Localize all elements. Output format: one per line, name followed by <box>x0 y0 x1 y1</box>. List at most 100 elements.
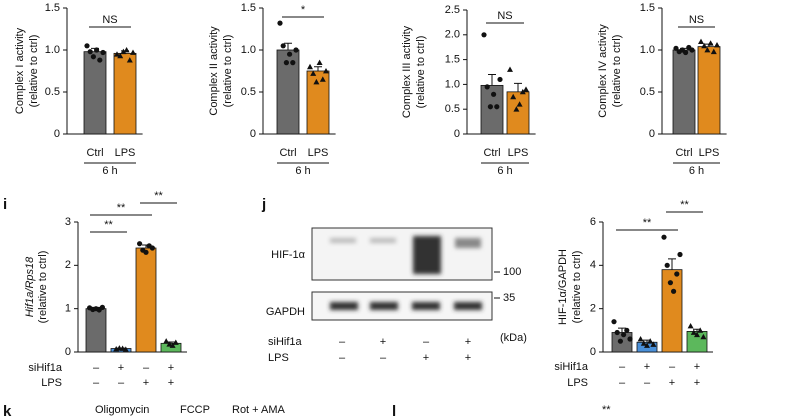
data-point <box>704 47 711 53</box>
data-point <box>689 47 695 53</box>
panel-letter: j <box>261 196 266 213</box>
x-axis-label: 6 h <box>102 165 117 177</box>
error-bar <box>488 73 496 86</box>
condition-value: + <box>168 362 174 374</box>
data-point <box>117 52 124 59</box>
condition-value: – <box>93 377 100 389</box>
data-point <box>126 57 133 63</box>
data-point <box>99 304 105 310</box>
x-axis-label: 6 h <box>295 165 310 177</box>
data-point <box>122 346 129 352</box>
data-point <box>519 88 526 95</box>
significance-label: NS <box>689 14 704 26</box>
condition-value: – <box>380 352 387 364</box>
y-tick-label: 0.5 <box>241 86 256 98</box>
condition-value: – <box>93 362 100 374</box>
chart: 0 2 4 6 HIF-1α/GAPDH (relative to ctrl) ** ** si… <box>554 199 713 389</box>
chart: 0 1 2 3 Hif1a/Rps18 (relative to ctrl) ** ** ** s… <box>24 190 187 389</box>
chart: 0 0.5 1.0 1.5 2.0 2.5 Complex III activity (rel… <box>401 4 536 177</box>
condition-value: + <box>694 361 700 373</box>
y-axis-label: Hif1a/Rps18 <box>24 256 36 317</box>
x-tick-label: Ctrl <box>483 147 500 159</box>
bar <box>672 49 696 135</box>
significance-label: NS <box>497 10 512 22</box>
condition-value: + <box>465 352 471 364</box>
y-tick-label: 2 <box>590 303 596 315</box>
data-point <box>624 327 630 333</box>
y-tick-label: 1.5 <box>445 54 460 66</box>
data-point <box>293 47 299 53</box>
data-point <box>673 45 679 51</box>
data-point <box>650 341 657 347</box>
data-point <box>97 57 103 63</box>
data-point <box>614 329 620 336</box>
data-point <box>277 20 283 26</box>
treatment: Oligomycin <box>95 404 149 416</box>
data-point <box>497 76 503 83</box>
condition-value: – <box>644 377 651 389</box>
data-point <box>94 47 100 53</box>
x-tick-label: Ctrl <box>675 147 692 159</box>
data-point <box>149 245 155 251</box>
condition-value: – <box>118 377 125 389</box>
bar <box>697 46 721 135</box>
condition-value: + <box>694 377 700 389</box>
data-point <box>664 262 670 268</box>
y-tick-label: 2 <box>65 259 71 271</box>
bar <box>135 247 157 353</box>
y-tick-label: 0 <box>54 128 60 140</box>
condition-value: + <box>423 352 429 364</box>
y-tick-label: 6 <box>590 216 596 228</box>
y-tick-label: 1.5 <box>45 2 60 14</box>
significance-label: ** <box>680 199 689 211</box>
y-tick-label: 0 <box>454 128 460 140</box>
error-bar <box>284 42 292 50</box>
data-point <box>143 249 149 255</box>
bar <box>113 52 137 135</box>
data-point <box>123 47 130 53</box>
y-axis-label: (relative to ctrl) <box>415 36 427 109</box>
bar <box>506 91 530 135</box>
data-point <box>307 63 313 70</box>
y-tick-label: 1 <box>65 303 71 315</box>
data-point <box>323 68 329 74</box>
significance-label: ** <box>643 217 652 229</box>
marker-label: 35 <box>503 292 515 304</box>
y-tick-label: 1.5 <box>241 2 256 14</box>
condition-name: siHif1a <box>268 336 303 348</box>
data-point <box>694 331 700 338</box>
y-axis-label: Complex II activity <box>208 26 220 116</box>
data-point <box>163 338 170 344</box>
data-point <box>507 66 513 72</box>
data-point <box>484 84 490 90</box>
data-point <box>617 338 624 344</box>
y-axis-label: (relative to ctrl) <box>611 35 623 108</box>
chart: 0 0.5 1.0 1.5 Complex IV activity (relative t… <box>597 2 727 177</box>
y-tick-label: 1.0 <box>45 44 60 56</box>
data-point <box>172 339 179 345</box>
panel-letter: i <box>3 196 7 213</box>
y-axis-label: (relative to ctrl) <box>222 35 234 108</box>
data-point <box>700 333 707 340</box>
data-point <box>114 51 120 57</box>
data-point <box>516 101 523 107</box>
data-point <box>647 338 654 344</box>
data-point <box>701 42 708 49</box>
y-axis-label: (relative to ctrl) <box>37 251 49 324</box>
y-tick-label: 0 <box>250 128 256 140</box>
x-tick-label: LPS <box>115 147 136 159</box>
data-point <box>510 93 517 100</box>
y-tick-label: 0.5 <box>640 86 655 98</box>
band-label: GAPDH <box>266 306 305 318</box>
condition-name: siHif1a <box>28 362 63 374</box>
y-tick-label: 2.0 <box>445 29 460 41</box>
data-point <box>640 340 647 346</box>
significance-label: * <box>301 4 306 16</box>
unit-label: (kDa) <box>500 332 527 344</box>
error-bar <box>514 82 522 92</box>
y-tick-label: 1.0 <box>445 78 460 90</box>
data-point <box>671 288 677 294</box>
condition-name: siHif1a <box>554 361 589 373</box>
x-axis-label: 6 h <box>497 165 512 177</box>
